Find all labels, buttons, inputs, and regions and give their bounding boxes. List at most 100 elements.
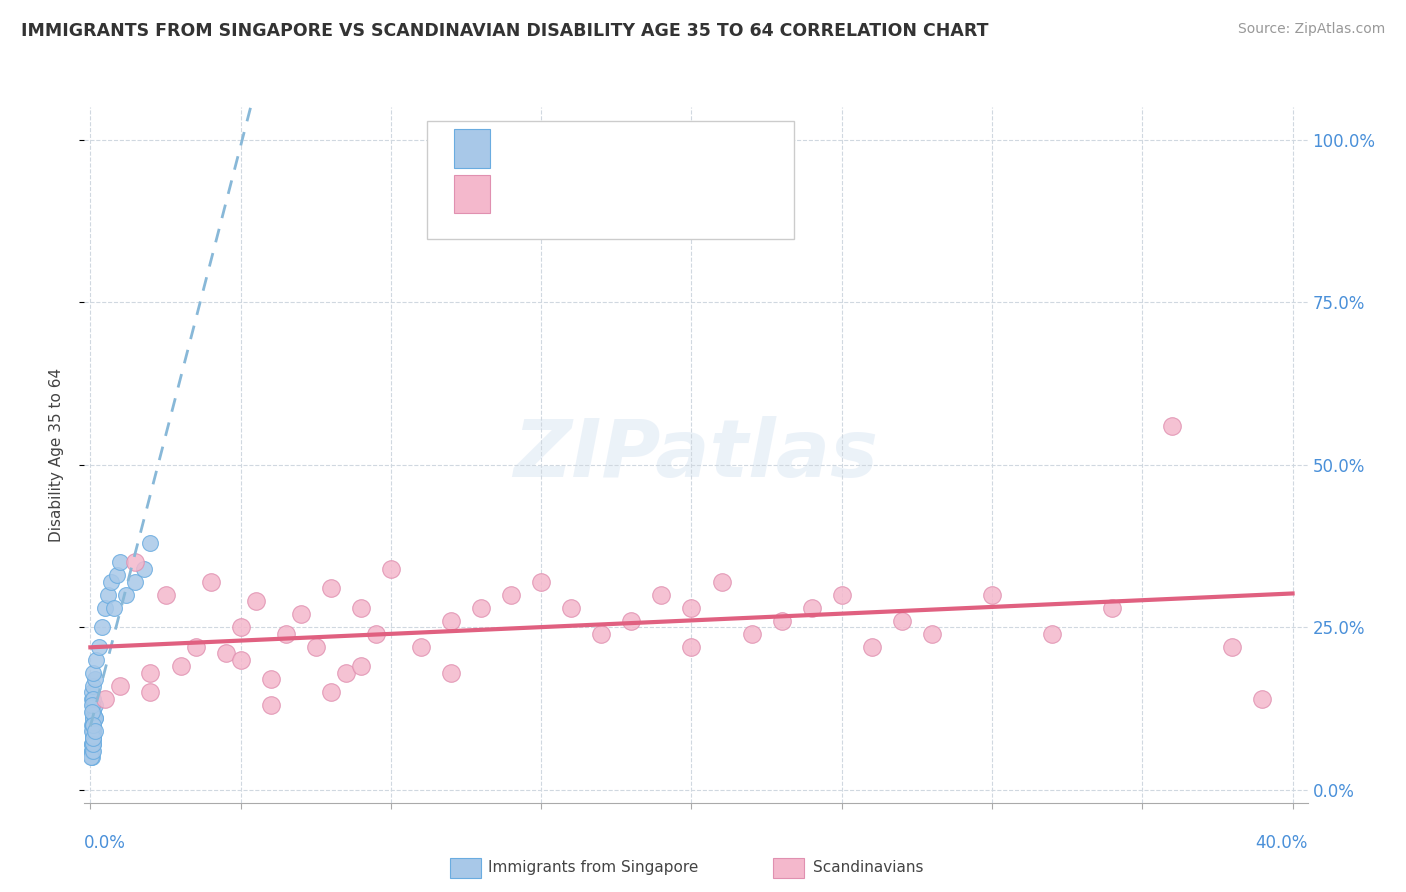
Point [319,581,342,595]
Point [831,588,853,602]
Point [305,640,328,654]
Point [82,698,104,713]
Point [560,600,582,615]
Point [710,574,733,589]
Point [82,691,104,706]
Point [80,691,103,706]
Point [80,744,103,758]
Point [380,562,402,576]
Point [100,574,122,589]
Point [741,626,763,640]
Point [97,588,120,602]
Point [229,653,252,667]
Text: R = 0.150: R = 0.150 [510,139,600,157]
Point [82,724,104,739]
Point [350,600,373,615]
Point [134,562,156,576]
Point [82,718,104,732]
Point [139,685,162,699]
Point [80,737,103,751]
Point [107,568,129,582]
Point [650,588,672,602]
Point [86,653,108,667]
Point [82,744,104,758]
Text: 0.0%: 0.0% [84,834,127,852]
Point [1040,626,1063,640]
Point [80,685,103,699]
Point [591,626,613,640]
Point [981,588,1004,602]
Point [110,679,132,693]
Point [409,640,432,654]
Point [115,588,138,602]
Text: N = 53: N = 53 [654,139,721,157]
Text: IMMIGRANTS FROM SINGAPORE VS SCANDINAVIAN DISABILITY AGE 35 TO 64 CORRELATION CH: IMMIGRANTS FROM SINGAPORE VS SCANDINAVIA… [21,22,988,40]
Point [260,672,283,686]
Point [83,711,105,725]
Point [245,594,267,608]
Point [82,724,104,739]
Point [274,626,297,640]
Bar [454,129,491,168]
Point [80,698,103,713]
Point [501,588,523,602]
Point [82,731,104,745]
Point [82,731,104,745]
Point [82,724,104,739]
Point [364,626,387,640]
Point [82,718,104,732]
Y-axis label: Disability Age 35 to 64: Disability Age 35 to 64 [49,368,63,542]
Point [860,640,883,654]
Point [139,535,162,549]
Point [169,659,191,673]
Point [82,731,104,745]
Bar [454,175,491,213]
Point [82,718,104,732]
Point [80,750,103,764]
Point [184,640,207,654]
Point [83,672,105,686]
Text: N = 51: N = 51 [654,186,721,203]
Point [335,665,357,680]
Point [91,620,114,634]
Point [82,737,104,751]
Point [139,665,162,680]
Point [82,705,104,719]
Text: Source: ZipAtlas.com: Source: ZipAtlas.com [1237,22,1385,37]
Point [103,600,125,615]
Point [290,607,312,622]
Point [82,737,104,751]
Point [681,640,703,654]
Text: 40.0%: 40.0% [1256,834,1308,852]
Point [82,718,104,732]
Point [83,711,105,725]
Point [80,737,103,751]
Point [89,640,111,654]
Point [1251,691,1274,706]
Point [260,698,283,713]
Point [80,705,103,719]
Point [200,574,222,589]
Point [319,685,342,699]
Point [82,665,104,680]
Text: Scandinavians: Scandinavians [813,860,924,874]
Point [155,588,177,602]
Point [94,691,117,706]
Point [229,620,252,634]
Point [83,698,105,713]
Point [82,711,104,725]
Point [82,731,104,745]
Point [80,718,103,732]
Point [440,614,463,628]
Point [124,574,146,589]
Point [1101,600,1123,615]
Point [890,614,912,628]
Point [82,711,104,725]
Point [214,646,236,660]
Point [470,600,492,615]
Point [82,731,104,745]
Point [124,555,146,569]
Point [82,679,104,693]
Point [800,600,823,615]
Point [1222,640,1244,654]
